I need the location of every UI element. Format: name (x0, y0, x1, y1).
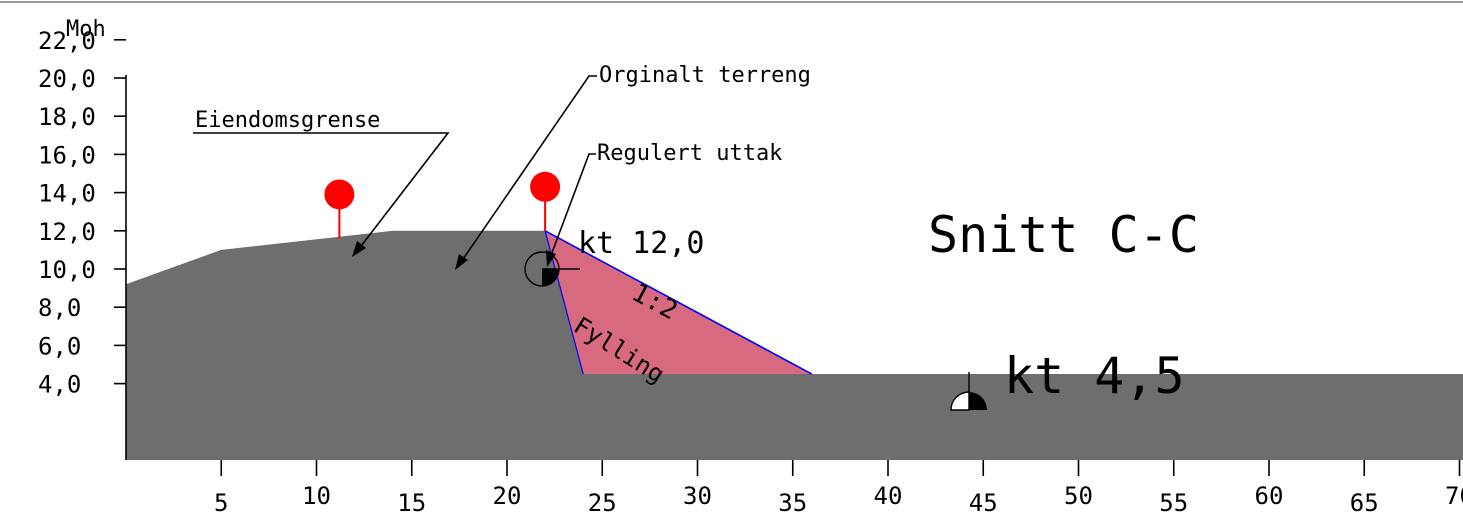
x-tick-label: 35 (778, 489, 807, 517)
y-tick-label: 10,0 (38, 256, 96, 284)
x-tick-label: 10 (302, 482, 331, 510)
section-title: Snitt C-C (928, 206, 1199, 264)
y-tick-label: 20,0 (38, 65, 96, 93)
level-label-bottom: kt 4,5 (1004, 347, 1185, 405)
x-tick-label: 50 (1064, 482, 1093, 510)
y-tick-label: 12,0 (38, 218, 96, 246)
y-tick-label: 8,0 (38, 294, 81, 322)
y-axis-unit: Moh (66, 17, 106, 42)
x-tick-label: 60 (1255, 482, 1284, 510)
boundary-marker-head (530, 172, 560, 202)
x-tick-label: 5 (214, 489, 228, 517)
x-tick-label: 40 (874, 482, 903, 510)
regulated-extraction-label: Regulert uttak (597, 141, 782, 166)
boundary-marker-head (324, 179, 354, 209)
x-tick-label: 70 (1445, 482, 1463, 510)
terrain-area (126, 231, 1463, 460)
x-tick-label: 65 (1350, 489, 1379, 517)
terrain-layer (126, 231, 1463, 460)
x-tick-label: 25 (588, 489, 617, 517)
y-tick-label: 16,0 (38, 141, 96, 169)
markers-layer (324, 172, 560, 239)
x-tick-label: 55 (1159, 489, 1188, 517)
y-tick-label: 6,0 (38, 332, 81, 360)
y-tick-label: 4,0 (38, 371, 81, 399)
x-tick-label: 20 (493, 482, 522, 510)
property-boundary-label: Eiendomsgrense (195, 108, 380, 133)
x-tick-label: 30 (683, 482, 712, 510)
x-tick-label: 15 (397, 489, 426, 517)
level-label-top: kt 12,0 (578, 226, 704, 261)
y-tick-label: 18,0 (38, 103, 96, 131)
y-tick-label: 14,0 (38, 180, 96, 208)
x-tick-label: 45 (969, 489, 998, 517)
original-terrain-label: Orginalt terreng (599, 63, 811, 88)
